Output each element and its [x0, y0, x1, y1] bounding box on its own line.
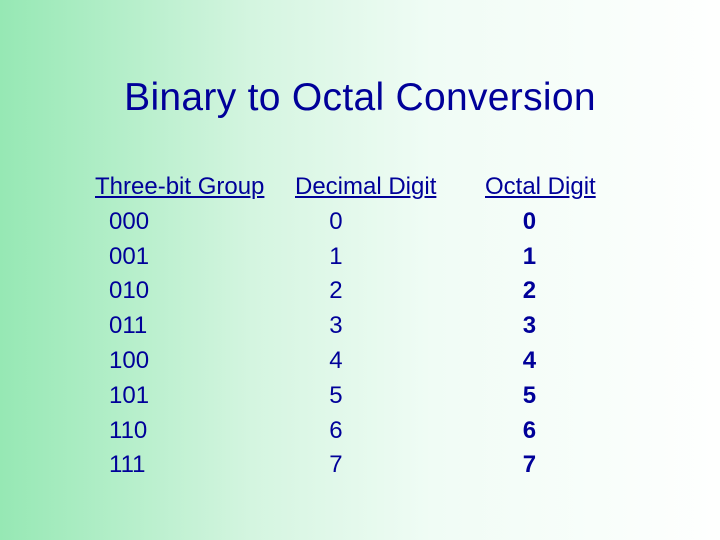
table-header-row: Three-bit Group Decimal Digit Octal Digi…	[95, 170, 655, 205]
cell-decimal: 1	[285, 240, 496, 275]
cell-binary: 010	[95, 274, 285, 309]
cell-decimal: 0	[285, 205, 496, 240]
cell-octal: 2	[497, 274, 655, 309]
table-row: 110 6 6	[95, 414, 655, 449]
table-row: 001 1 1	[95, 240, 655, 275]
cell-octal: 4	[497, 344, 655, 379]
cell-octal: 3	[497, 309, 655, 344]
cell-decimal: 6	[285, 414, 496, 449]
table-row: 011 3 3	[95, 309, 655, 344]
table-row: 111 7 7	[95, 448, 655, 483]
cell-binary: 000	[95, 205, 285, 240]
cell-octal: 6	[497, 414, 655, 449]
table-row: 010 2 2	[95, 274, 655, 309]
cell-binary: 110	[95, 414, 285, 449]
cell-octal: 0	[497, 205, 655, 240]
cell-binary: 001	[95, 240, 285, 275]
cell-decimal: 4	[285, 344, 496, 379]
cell-binary: 111	[95, 448, 285, 483]
cell-decimal: 3	[285, 309, 496, 344]
cell-binary: 101	[95, 379, 285, 414]
table-row: 000 0 0	[95, 205, 655, 240]
cell-octal: 1	[497, 240, 655, 275]
header-decimal-digit: Decimal Digit	[295, 170, 485, 205]
table-row: 101 5 5	[95, 379, 655, 414]
cell-decimal: 5	[285, 379, 496, 414]
cell-decimal: 7	[285, 448, 496, 483]
cell-decimal: 2	[285, 274, 496, 309]
conversion-table: Three-bit Group Decimal Digit Octal Digi…	[95, 170, 655, 483]
table-row: 100 4 4	[95, 344, 655, 379]
header-three-bit-group: Three-bit Group	[95, 170, 295, 205]
header-octal-digit: Octal Digit	[485, 170, 635, 205]
cell-octal: 7	[497, 448, 655, 483]
slide-title: Binary to Octal Conversion	[0, 76, 720, 120]
cell-octal: 5	[497, 379, 655, 414]
cell-binary: 011	[95, 309, 285, 344]
cell-binary: 100	[95, 344, 285, 379]
